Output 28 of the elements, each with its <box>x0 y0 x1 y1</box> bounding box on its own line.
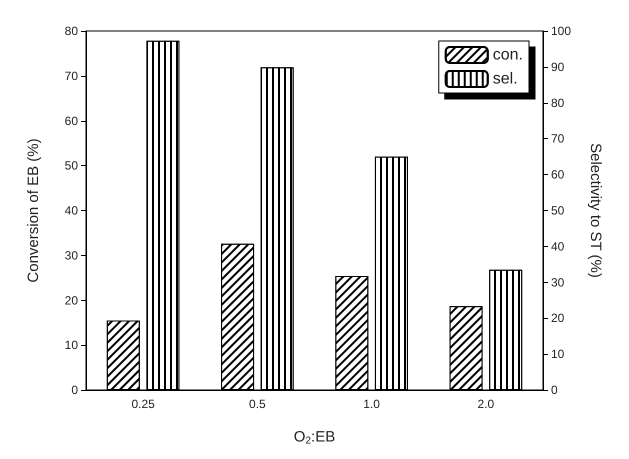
y2-axis-title: Selectivity to ST (%) <box>587 143 604 278</box>
x-tick-label: 0.5 <box>249 397 266 411</box>
y2-tick-label: 40 <box>551 239 565 254</box>
y-tick-label: 30 <box>64 248 78 262</box>
y2-tick-label: 100 <box>551 24 572 38</box>
y-tick-label: 70 <box>64 68 78 83</box>
y2-tick-label: 90 <box>551 60 565 74</box>
x-tick-label: 2.0 <box>478 397 495 411</box>
y2-tick-label: 10 <box>551 347 565 362</box>
y2-tick-label: 70 <box>551 132 565 146</box>
y2-tick-label: 60 <box>551 168 565 182</box>
y-tick-label: 40 <box>64 204 78 218</box>
y-axis-title: Conversion of EB (%) <box>25 138 42 283</box>
y2-tick-label: 0 <box>551 383 558 397</box>
y-tick-label: 10 <box>64 338 78 352</box>
x-tick-label: 0.25 <box>131 397 156 411</box>
y2-tick-label: 50 <box>551 204 565 218</box>
y-tick-label: 60 <box>64 114 78 128</box>
y-tick-label: 20 <box>64 293 78 308</box>
y2-tick-label: 80 <box>551 96 565 110</box>
legend-label: sel. <box>492 70 518 88</box>
y2-tick-label: 20 <box>551 311 565 326</box>
legend-label: con. <box>492 46 524 64</box>
y-tick-label: 50 <box>64 158 78 173</box>
y2-tick-label: 30 <box>551 275 565 290</box>
x-tick-label: 1.0 <box>363 397 380 411</box>
y-tick-label: 80 <box>64 24 78 38</box>
y-tick-label: 0 <box>71 383 78 397</box>
